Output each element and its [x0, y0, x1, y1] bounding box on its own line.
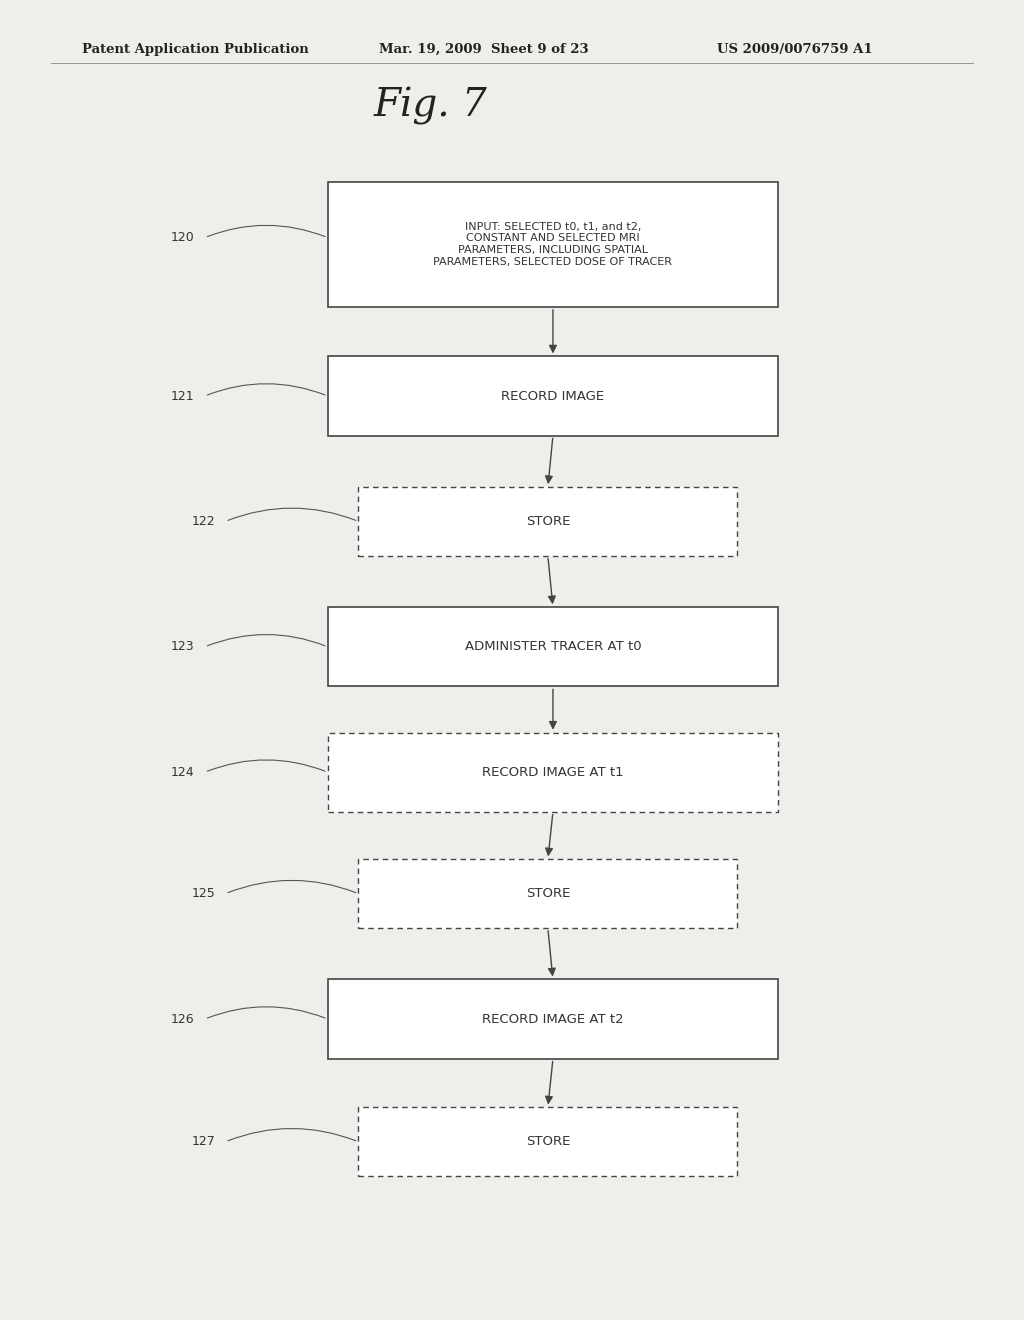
Bar — [358, 1107, 737, 1176]
Text: RECORD IMAGE AT t2: RECORD IMAGE AT t2 — [482, 1012, 624, 1026]
Text: STORE: STORE — [525, 887, 570, 900]
Bar — [328, 182, 778, 308]
Text: INPUT: SELECTED t0, t1, and t2,
CONSTANT AND SELECTED MRI
PARAMETERS, INCLUDING : INPUT: SELECTED t0, t1, and t2, CONSTANT… — [433, 222, 673, 267]
Text: STORE: STORE — [525, 515, 570, 528]
Text: 125: 125 — [191, 887, 215, 900]
Bar — [328, 356, 778, 436]
Text: Fig. 7: Fig. 7 — [373, 87, 487, 124]
Bar — [328, 979, 778, 1059]
Text: 120: 120 — [171, 231, 195, 244]
Text: RECORD IMAGE AT t1: RECORD IMAGE AT t1 — [482, 766, 624, 779]
Text: 121: 121 — [171, 389, 195, 403]
Text: Mar. 19, 2009  Sheet 9 of 23: Mar. 19, 2009 Sheet 9 of 23 — [379, 42, 589, 55]
Text: 123: 123 — [171, 640, 195, 653]
Bar — [358, 487, 737, 556]
Text: 127: 127 — [191, 1135, 215, 1148]
Bar — [328, 733, 778, 812]
Text: US 2009/0076759 A1: US 2009/0076759 A1 — [717, 42, 872, 55]
Text: Patent Application Publication: Patent Application Publication — [82, 42, 308, 55]
Text: 124: 124 — [171, 766, 195, 779]
Bar — [328, 607, 778, 686]
Text: 126: 126 — [171, 1012, 195, 1026]
Bar — [358, 859, 737, 928]
Text: 122: 122 — [191, 515, 215, 528]
Text: STORE: STORE — [525, 1135, 570, 1148]
Text: RECORD IMAGE: RECORD IMAGE — [502, 389, 604, 403]
Text: ADMINISTER TRACER AT t0: ADMINISTER TRACER AT t0 — [465, 640, 641, 653]
